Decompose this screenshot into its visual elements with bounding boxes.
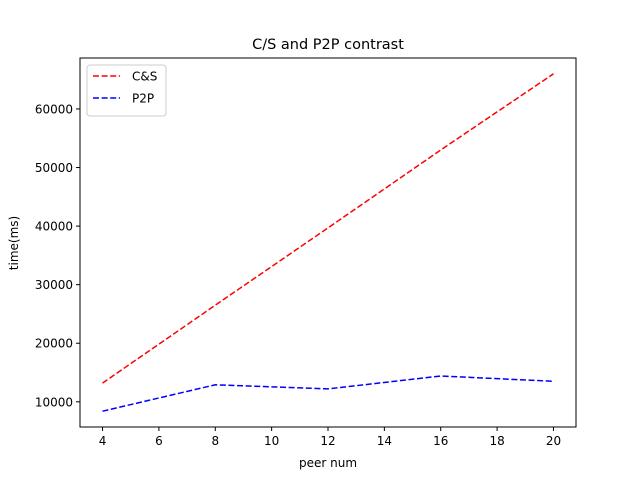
x-axis-label: peer num bbox=[299, 456, 357, 470]
y-tick-label: 20000 bbox=[35, 337, 73, 351]
y-axis-label: time(ms) bbox=[7, 216, 21, 270]
chart-title: C/S and P2P contrast bbox=[252, 37, 404, 53]
x-tick-label: 20 bbox=[546, 434, 561, 448]
x-tick-label: 10 bbox=[264, 434, 279, 448]
series-line-c-s bbox=[102, 73, 554, 384]
y-tick-label: 10000 bbox=[35, 395, 73, 409]
y-tick-label: 30000 bbox=[35, 278, 73, 292]
x-tick-label: 18 bbox=[489, 434, 504, 448]
x-tick-label: 14 bbox=[377, 434, 392, 448]
x-tick-label: 6 bbox=[155, 434, 163, 448]
x-tick-label: 16 bbox=[433, 434, 448, 448]
legend-box bbox=[86, 64, 167, 117]
x-tick-label: 4 bbox=[99, 434, 107, 448]
x-tick-label: 8 bbox=[211, 434, 219, 448]
x-tick-label: 12 bbox=[320, 434, 335, 448]
legend: C&S P2P bbox=[86, 64, 167, 117]
legend-entry-label: P2P bbox=[132, 92, 154, 106]
plot-area: 4 6 8 10 12 14 16 18 20 10000 20000 30000 40000 50000… bbox=[35, 57, 577, 448]
y-tick-label: 40000 bbox=[35, 220, 73, 234]
legend-entry-label: C&S bbox=[132, 70, 157, 84]
series-line-p2p bbox=[102, 375, 554, 412]
y-tick-label: 50000 bbox=[35, 161, 73, 175]
y-tick-label: 60000 bbox=[35, 102, 73, 116]
